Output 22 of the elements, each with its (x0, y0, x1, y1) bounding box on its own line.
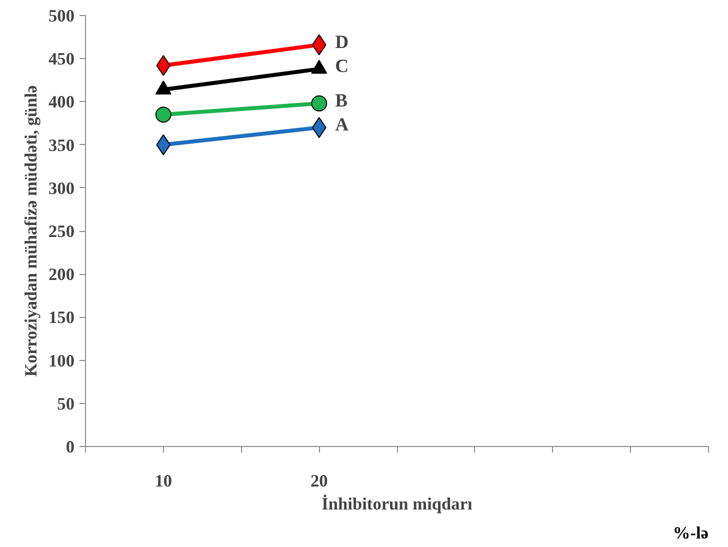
series-label: C (335, 56, 349, 77)
text: %-lə (672, 524, 709, 542)
series-label: D (335, 32, 349, 53)
y-tick-label: 0 (66, 438, 75, 456)
x-axis-title: İnhibitorun miqdarı (322, 494, 473, 514)
x-tick-label: 10 (154, 472, 172, 490)
series-label: A (335, 114, 350, 136)
y-tick-label: 450 (48, 50, 75, 69)
y-tick-label: 150 (48, 308, 75, 328)
y-tick-label: 100 (48, 351, 75, 370)
y-tick-label: 400 (48, 92, 75, 112)
y-tick-label: 50 (57, 394, 74, 414)
point (311, 95, 328, 112)
point (155, 106, 172, 123)
y-tick-label: 500 (48, 6, 75, 26)
x-tick-label: 20 (310, 472, 328, 490)
y-tick-label: 200 (48, 265, 75, 284)
series-label: B (335, 90, 348, 112)
y-tick-label: 300 (48, 178, 75, 198)
y-tick-label: 350 (48, 136, 75, 155)
y-axis-title: Korroziyadan mühafizə müddəti, günlə (22, 85, 41, 377)
y-tick-label: 250 (48, 222, 75, 241)
